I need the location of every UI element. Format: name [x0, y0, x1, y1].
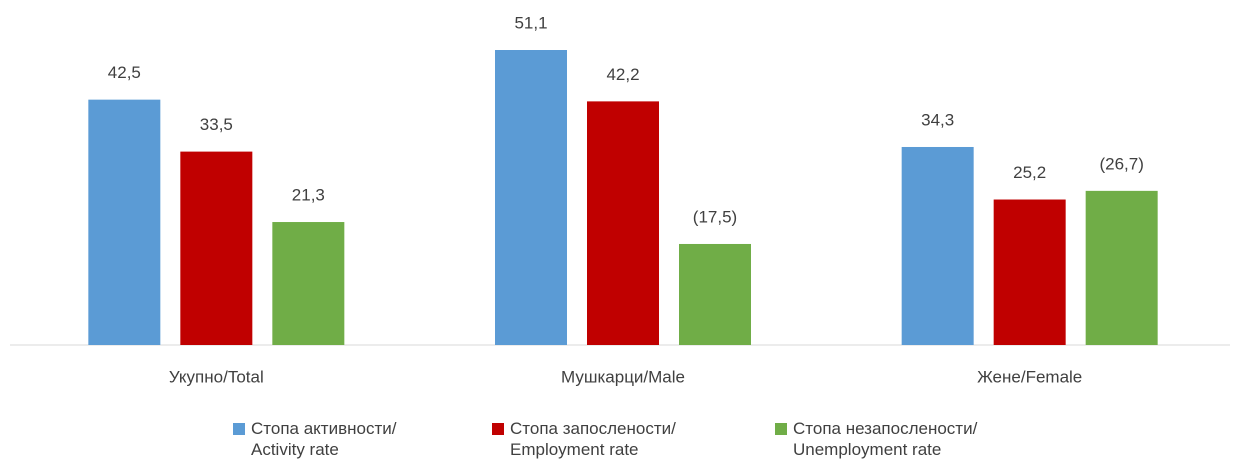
data-label: 21,3 [292, 186, 325, 205]
bar [993, 199, 1066, 345]
data-label: 25,2 [1013, 163, 1046, 182]
bar [587, 101, 659, 346]
data-label: 42,2 [606, 65, 639, 84]
bar [88, 99, 161, 345]
chart: Укупно/Total 42,5 33,5 21,3 Мушкарци/Male 51,… [10, 13, 1230, 386]
bar [679, 243, 751, 345]
legend: Стопа активности/ Activity rate Стопа зап… [0, 418, 1240, 465]
legend-swatch [233, 423, 245, 435]
legend-label: Стопа активности/ Activity rate [251, 419, 397, 459]
x-tick-label: Укупно/Total [169, 367, 264, 386]
bar [901, 146, 974, 345]
data-label: (26,7) [1099, 154, 1143, 173]
data-label: 51,1 [514, 13, 547, 32]
legend-swatch [775, 423, 787, 435]
x-tick-label: Мушкарци/Male [561, 367, 685, 386]
legend-swatch [492, 423, 504, 435]
bar [1085, 190, 1158, 345]
x-tick-label: Жене/Female [977, 367, 1082, 386]
bar [495, 50, 567, 345]
bar [180, 151, 253, 345]
legend-label: Стопа незапослености/ Unemployment rate [793, 419, 978, 459]
data-label: 34,3 [921, 110, 954, 129]
bar [272, 222, 345, 345]
data-label: (17,5) [693, 207, 737, 226]
data-label: 33,5 [200, 115, 233, 134]
data-label: 42,5 [108, 63, 141, 82]
legend-label: Стопа запослености/ Employment rate [510, 419, 676, 459]
